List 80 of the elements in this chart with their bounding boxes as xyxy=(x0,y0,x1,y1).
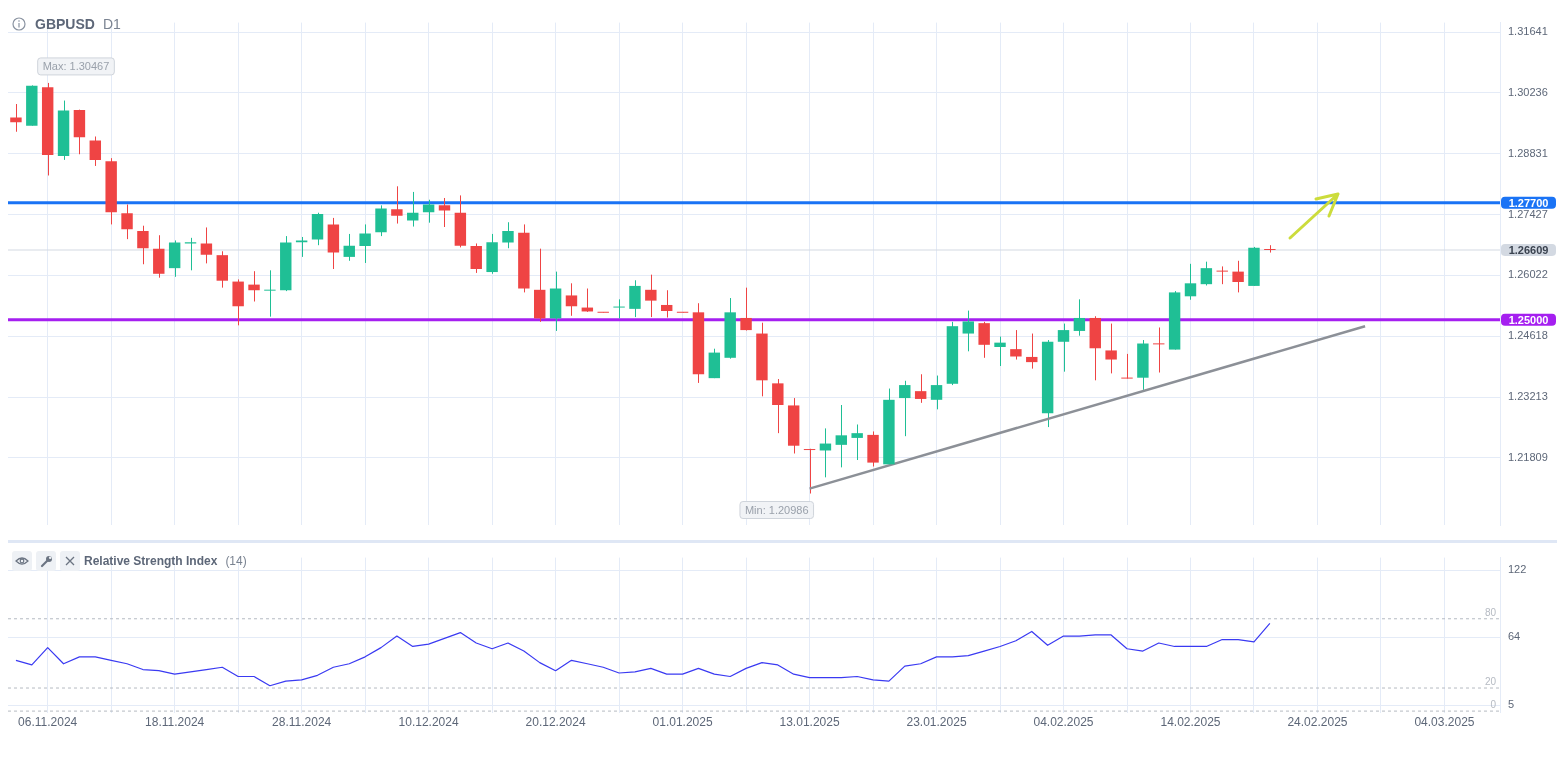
candlestick xyxy=(391,185,403,225)
candlestick xyxy=(835,404,848,468)
candlestick xyxy=(914,373,927,404)
candlestick xyxy=(121,203,133,240)
y-tick-label: 5 xyxy=(1508,698,1515,711)
x-tick-label: 01.01.2025 xyxy=(652,715,713,730)
candlestick xyxy=(1153,326,1165,374)
candlestick xyxy=(200,226,213,264)
chart-title: Relative Strength Index xyxy=(84,554,218,568)
candlestick xyxy=(375,204,387,237)
candlestick xyxy=(851,423,863,461)
y-tick-label: 1.23213 xyxy=(1508,390,1548,403)
candlestick xyxy=(502,221,514,249)
y-tick-label: 64 xyxy=(1508,630,1521,643)
annotation: Max: 1.30467 xyxy=(42,60,110,73)
candlestick xyxy=(295,236,308,258)
candlestick xyxy=(248,270,260,302)
candlestick xyxy=(660,289,673,319)
ref-line-label: 1.25000 xyxy=(1508,313,1549,326)
y-tick-label: 1.26022 xyxy=(1508,268,1548,281)
candlestick xyxy=(645,274,657,318)
y-tick-label: 1.30236 xyxy=(1508,85,1548,98)
ref-line-label: 80 xyxy=(1484,606,1497,618)
x-tick-label: 06.11.2024 xyxy=(18,715,78,730)
y-tick-label: 1.28831 xyxy=(1508,146,1548,159)
x-tick-label: 28.11.2024 xyxy=(272,715,332,730)
candlestick xyxy=(343,233,355,262)
candlestick xyxy=(978,321,990,359)
ref-line-label: 1.26609 xyxy=(1508,244,1549,257)
candlestick xyxy=(1026,333,1038,370)
candlestick xyxy=(359,223,371,264)
candlestick xyxy=(930,375,943,410)
candlestick xyxy=(422,199,435,224)
x-tick-label: 18.11.2024 xyxy=(145,715,205,730)
candlestick xyxy=(1057,323,1070,373)
candlestick xyxy=(1010,329,1022,361)
ref-line-label: 0 xyxy=(1490,698,1497,710)
candlestick xyxy=(407,191,419,228)
x-tick-label: 23.01.2025 xyxy=(906,715,967,730)
y-tick-label: 122 xyxy=(1508,563,1527,576)
candlestick xyxy=(613,298,625,319)
x-tick-label: 24.02.2025 xyxy=(1287,715,1348,730)
ref-line-label: 20 xyxy=(1484,675,1497,687)
y-tick-label: 1.27427 xyxy=(1508,207,1548,220)
candlestick xyxy=(1121,353,1133,380)
candlestick xyxy=(1105,323,1117,374)
candlestick xyxy=(10,103,22,133)
candlestick xyxy=(1232,260,1244,293)
candlestick xyxy=(629,279,641,318)
y-tick-label: 1.31641 xyxy=(1508,25,1548,38)
candlestick xyxy=(470,242,482,274)
chart-subtitle: D1 xyxy=(102,16,121,32)
candlestick xyxy=(803,448,816,495)
candlestick xyxy=(962,310,974,352)
candlestick xyxy=(1073,298,1086,337)
x-tick-label: 20.12.2024 xyxy=(525,715,586,730)
candlestick xyxy=(740,287,752,332)
annotation: Min: 1.20986 xyxy=(744,504,809,517)
candlestick xyxy=(438,197,451,228)
x-tick-label: 04.02.2025 xyxy=(1033,715,1094,730)
x-tick-label: 10.12.2024 xyxy=(398,715,459,730)
candlestick xyxy=(994,336,1006,367)
chart-title: GBPUSD xyxy=(35,16,95,32)
y-tick-label: 1.24618 xyxy=(1508,329,1548,342)
candlestick xyxy=(899,380,911,437)
ref-line-label: 1.27700 xyxy=(1508,196,1549,209)
candlestick xyxy=(1216,265,1228,285)
candlestick xyxy=(565,282,578,317)
x-tick-label: 14.02.2025 xyxy=(1160,715,1221,730)
candlestick xyxy=(772,378,784,434)
candlestick xyxy=(1200,261,1213,286)
candlestick xyxy=(89,136,102,167)
y-tick-label: 1.21809 xyxy=(1508,450,1548,463)
x-tick-label: 04.03.2025 xyxy=(1414,715,1475,730)
x-tick-label: 13.01.2025 xyxy=(779,715,840,730)
candlestick xyxy=(1184,263,1197,301)
chart-subtitle: (14) xyxy=(225,554,247,568)
candlestick xyxy=(137,225,149,265)
candlestick xyxy=(264,269,276,318)
candlestick xyxy=(1264,244,1276,254)
